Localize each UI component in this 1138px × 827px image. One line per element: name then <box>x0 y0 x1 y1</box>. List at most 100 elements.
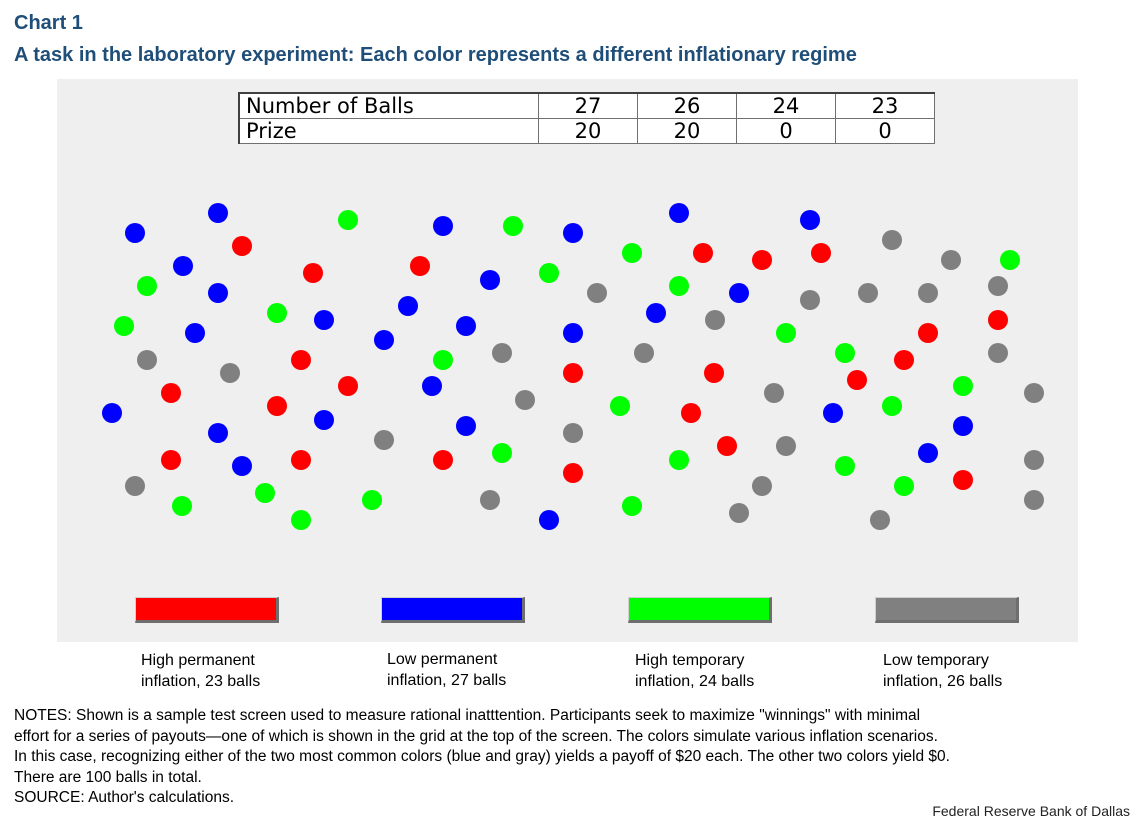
swatch-red[interactable] <box>135 597 279 623</box>
swatch-green[interactable] <box>628 597 772 623</box>
blue-ball <box>314 410 334 430</box>
legend-line: inflation, 23 balls <box>141 673 261 690</box>
red-ball <box>338 376 358 396</box>
blue-ball <box>314 310 334 330</box>
blue-ball <box>208 423 228 443</box>
gray-ball <box>480 490 500 510</box>
swatch-gray[interactable] <box>875 597 1019 623</box>
green-ball <box>669 276 689 296</box>
red-ball <box>161 450 181 470</box>
experiment-screen <box>57 79 1078 642</box>
gray-ball <box>705 310 725 330</box>
swatch-blue[interactable] <box>381 597 525 623</box>
grid-cell: 20 <box>538 118 638 144</box>
green-ball <box>137 276 157 296</box>
blue-ball <box>173 256 193 276</box>
legend-label-green: High temporary inflation, 24 balls <box>635 650 754 692</box>
green-ball <box>492 443 512 463</box>
red-ball <box>563 363 583 383</box>
red-ball <box>953 470 973 490</box>
red-ball <box>303 263 323 283</box>
blue-ball <box>563 323 583 343</box>
grid-row-label: Number of Balls <box>238 92 539 119</box>
green-ball <box>362 490 382 510</box>
green-ball <box>622 496 642 516</box>
blue-ball <box>208 283 228 303</box>
red-ball <box>988 310 1008 330</box>
gray-ball <box>776 436 796 456</box>
red-ball <box>894 350 914 370</box>
green-ball <box>338 210 358 230</box>
red-ball <box>161 383 181 403</box>
gray-ball <box>563 423 583 443</box>
grid-cell: 27 <box>538 92 638 119</box>
red-ball <box>918 323 938 343</box>
green-ball <box>172 496 192 516</box>
chart-title: A task in the laboratory experiment: Eac… <box>14 44 857 66</box>
blue-ball <box>102 403 122 423</box>
notes: NOTES: Shown is a sample test screen use… <box>14 706 1129 809</box>
gray-ball <box>1024 450 1044 470</box>
legend-label-gray: Low temporary inflation, 26 balls <box>883 650 1002 692</box>
green-ball <box>622 243 642 263</box>
gray-ball <box>870 510 890 530</box>
chart-label: Chart 1 <box>14 12 83 34</box>
gray-ball <box>1024 490 1044 510</box>
legend-line: inflation, 27 balls <box>387 672 507 689</box>
grid-cell: 24 <box>736 92 836 119</box>
gray-ball <box>764 383 784 403</box>
blue-ball <box>125 223 145 243</box>
notes-line: There are 100 balls in total. <box>14 768 202 786</box>
blue-ball <box>800 210 820 230</box>
red-ball <box>717 436 737 456</box>
gray-ball <box>858 283 878 303</box>
legend-line: Low permanent <box>387 651 498 668</box>
red-ball <box>752 250 772 270</box>
gray-ball <box>634 343 654 363</box>
blue-ball <box>539 510 559 530</box>
blue-ball <box>480 270 500 290</box>
notes-line: In this case, recognizing either of the … <box>14 748 950 765</box>
green-ball <box>503 216 523 236</box>
blue-ball <box>918 443 938 463</box>
green-ball <box>894 476 914 496</box>
blue-ball <box>456 316 476 336</box>
red-ball <box>267 396 287 416</box>
red-ball <box>693 243 713 263</box>
blue-ball <box>208 203 228 223</box>
grid-row-label: Prize <box>238 118 539 144</box>
grid-row-prize: Prize 20 20 0 0 <box>238 118 935 144</box>
gray-ball <box>752 476 772 496</box>
grid-cell: 20 <box>637 118 737 144</box>
legend-line: inflation, 24 balls <box>635 673 755 690</box>
blue-ball <box>232 456 252 476</box>
gray-ball <box>125 476 145 496</box>
green-ball <box>267 303 287 323</box>
gray-ball <box>492 343 512 363</box>
grid-cell: 0 <box>835 118 935 144</box>
blue-ball <box>374 330 394 350</box>
green-ball <box>669 450 689 470</box>
green-ball <box>539 263 559 283</box>
gray-ball <box>515 390 535 410</box>
gray-ball <box>918 283 938 303</box>
grid-row-balls: Number of Balls 27 26 24 23 <box>238 92 935 119</box>
blue-ball <box>823 403 843 423</box>
gray-ball <box>220 363 240 383</box>
legend-line: Low temporary <box>883 652 989 669</box>
red-ball <box>410 256 430 276</box>
green-ball <box>953 376 973 396</box>
green-ball <box>255 483 275 503</box>
gray-ball <box>988 276 1008 296</box>
blue-ball <box>398 296 418 316</box>
grid-cell: 0 <box>736 118 836 144</box>
red-ball <box>681 403 701 423</box>
blue-ball <box>669 203 689 223</box>
green-ball <box>1000 250 1020 270</box>
blue-ball <box>953 416 973 436</box>
payout-grid: Number of Balls 27 26 24 23 Prize 20 20 … <box>238 92 935 144</box>
red-ball <box>563 463 583 483</box>
red-ball <box>291 450 311 470</box>
gray-ball <box>1024 383 1044 403</box>
